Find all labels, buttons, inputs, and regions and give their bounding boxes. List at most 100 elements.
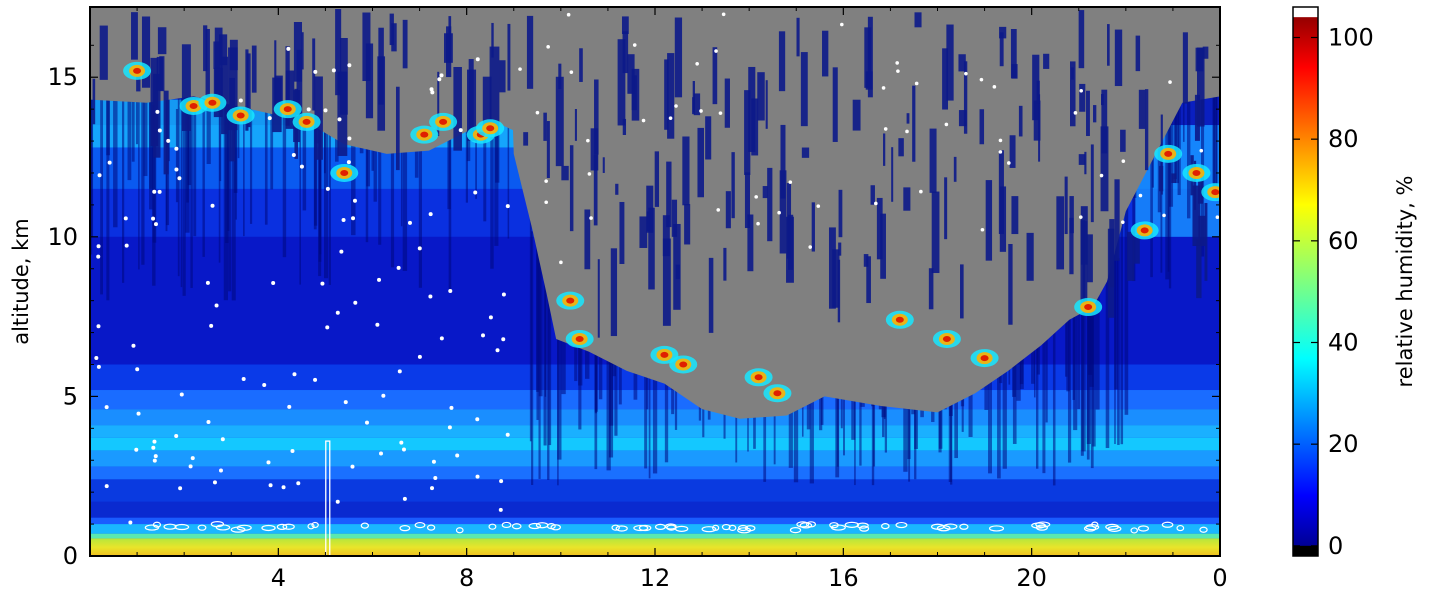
saturation-spot: [189, 102, 198, 109]
saturation-spot: [1084, 304, 1093, 311]
saturation-spot: [283, 106, 292, 113]
dark-streak: [475, 89, 477, 199]
saturation-spot: [566, 297, 575, 304]
dark-hole: [708, 257, 714, 333]
cloud-marker: [174, 167, 179, 172]
low-cloud-contour: [1137, 525, 1150, 532]
dark-hole: [1100, 126, 1109, 212]
cloud-marker: [840, 22, 844, 27]
x-tick-label: 16: [828, 564, 859, 592]
dark-streak: [1120, 94, 1124, 445]
low-cloud-contour: [399, 525, 411, 532]
dark-streak: [328, 17, 331, 285]
cloud-marker: [674, 104, 678, 108]
cloud-marker: [499, 479, 504, 484]
cloud-marker: [346, 160, 351, 165]
cloud-marker: [268, 483, 273, 488]
dark-hole: [1127, 231, 1135, 281]
dark-hole: [648, 207, 655, 290]
no-data-region: [90, 7, 1220, 419]
low-cloud-contour: [236, 524, 252, 531]
cloud-marker: [505, 432, 510, 437]
dark-hole: [489, 46, 500, 129]
low-cloud-contour: [1199, 526, 1208, 533]
dark-hole: [1079, 83, 1086, 112]
dark-hole: [621, 16, 629, 35]
cloud-marker: [881, 86, 886, 90]
cloud-marker: [475, 417, 480, 422]
cloud-marker: [151, 445, 156, 450]
dark-hole: [646, 185, 654, 233]
low-cloud-contour: [1130, 527, 1138, 534]
dark-streak: [1117, 258, 1120, 445]
cloud-marker: [919, 189, 923, 194]
low-cloud-contour: [307, 523, 315, 530]
cloud-marker: [1215, 215, 1220, 220]
cloud-marker: [399, 440, 404, 445]
dark-streak: [418, 45, 423, 288]
dark-hole: [619, 201, 625, 264]
y-axis-label: altitude, km: [9, 218, 33, 345]
dark-streak: [100, 88, 104, 295]
cloud-marker: [313, 69, 318, 74]
y-tick-label: 5: [63, 382, 78, 410]
y-tick-label: 0: [63, 542, 78, 570]
dark-streak: [538, 188, 543, 397]
cloud-marker: [433, 475, 438, 480]
dark-hole: [1010, 28, 1017, 79]
dark-hole: [1107, 228, 1115, 318]
dark-streak: [141, 50, 145, 265]
dark-streak: [127, 92, 132, 181]
dark-hole: [362, 12, 371, 82]
dark-hole: [1090, 144, 1094, 223]
cloud-marker: [104, 484, 109, 489]
dark-hole: [597, 259, 600, 338]
dark-hole: [1192, 185, 1201, 246]
dark-hole: [543, 112, 547, 141]
dark-hole: [1018, 105, 1023, 137]
saturation-spot: [340, 169, 349, 176]
cloud-marker: [718, 111, 723, 115]
cloud-marker: [174, 434, 179, 439]
cloud-marker: [347, 63, 352, 68]
cloud-marker: [335, 499, 340, 504]
cloud-marker: [396, 265, 401, 270]
dark-hole: [1196, 239, 1202, 299]
low-cloud-contour: [414, 522, 426, 529]
low-cloud-contour: [959, 523, 969, 530]
low-cloud-contour: [611, 524, 620, 531]
dark-streak: [299, 58, 301, 285]
dark-hole: [838, 189, 843, 238]
dark-streak: [536, 151, 539, 392]
cloud-marker: [1199, 148, 1204, 153]
dark-hole: [251, 45, 257, 93]
dark-hole: [1078, 10, 1085, 69]
low-cloud-contour: [511, 523, 522, 530]
cloud-marker: [475, 474, 480, 479]
cloud-marker: [337, 117, 342, 122]
dark-hole: [285, 70, 295, 129]
dark-streak: [182, 99, 186, 296]
low-cloud-contour: [806, 521, 817, 528]
heatmap-field: [90, 7, 1220, 556]
low-cloud-contour: [455, 527, 464, 534]
cloud-marker: [347, 136, 352, 141]
low-cloud-contour: [261, 524, 276, 532]
dark-hole: [1069, 61, 1076, 127]
altitude-band: [90, 533, 1220, 539]
dark-streak: [1182, 81, 1185, 142]
low-cloud-contour: [1035, 524, 1048, 531]
dark-hole: [377, 56, 386, 131]
dark-hole: [963, 61, 968, 134]
dark-hole: [903, 187, 911, 211]
saturation-spot: [1140, 227, 1149, 234]
dark-streak: [507, 78, 510, 239]
cloud-marker: [1007, 161, 1011, 165]
dark-hole: [1133, 235, 1140, 264]
low-cloud-contour: [163, 523, 177, 530]
dark-holes: [92, 9, 1209, 338]
dark-hole: [667, 53, 675, 139]
saturation-spot: [575, 335, 584, 342]
x-tick-label: 4: [271, 564, 286, 592]
cloud-marker: [407, 220, 412, 225]
